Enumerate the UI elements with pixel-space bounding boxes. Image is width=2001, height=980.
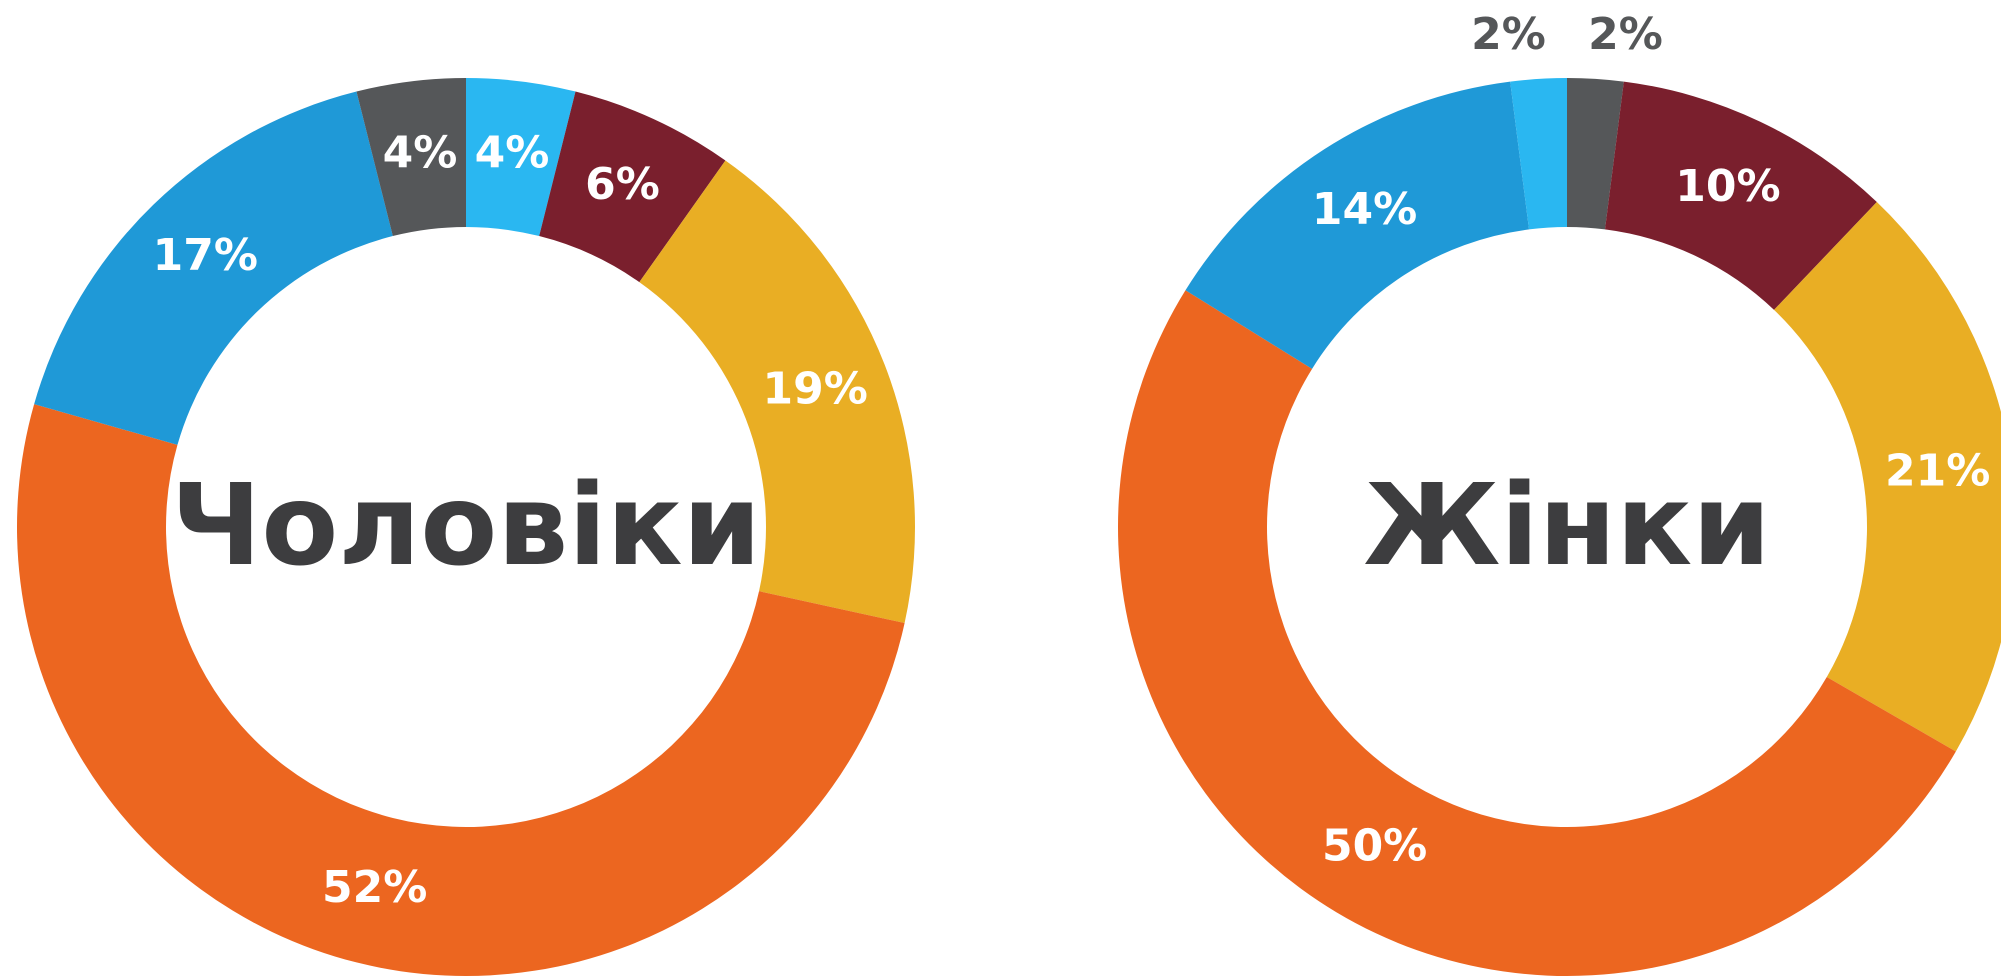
data-label: 21% bbox=[1885, 446, 1990, 497]
data-label: 10% bbox=[1675, 161, 1780, 212]
donut-segment bbox=[356, 78, 466, 237]
donut-segment bbox=[1185, 81, 1530, 369]
data-label: 2% bbox=[1588, 9, 1663, 60]
data-label: 2% bbox=[1471, 9, 1546, 60]
donut-segment bbox=[639, 160, 915, 624]
donut-segment bbox=[1604, 81, 1877, 310]
donut-segment bbox=[1118, 290, 1956, 976]
donut-segment bbox=[466, 78, 576, 237]
data-label: 52% bbox=[322, 862, 427, 913]
donut-segment bbox=[1510, 78, 1567, 230]
data-label: 19% bbox=[763, 364, 868, 415]
donut-segment bbox=[34, 91, 393, 445]
donut-segment bbox=[1774, 202, 2001, 752]
data-label: 50% bbox=[1322, 820, 1427, 871]
donut-segment bbox=[1567, 78, 1624, 230]
center-title: Жінки bbox=[1363, 461, 1770, 591]
data-label: 4% bbox=[383, 127, 458, 178]
donut-segment bbox=[539, 91, 726, 283]
data-label: 17% bbox=[153, 230, 258, 281]
data-label: 4% bbox=[475, 127, 550, 178]
data-label: 14% bbox=[1312, 184, 1417, 235]
center-title: Чоловіки bbox=[171, 461, 761, 591]
donut-segment bbox=[17, 404, 905, 976]
data-label: 6% bbox=[585, 159, 660, 210]
